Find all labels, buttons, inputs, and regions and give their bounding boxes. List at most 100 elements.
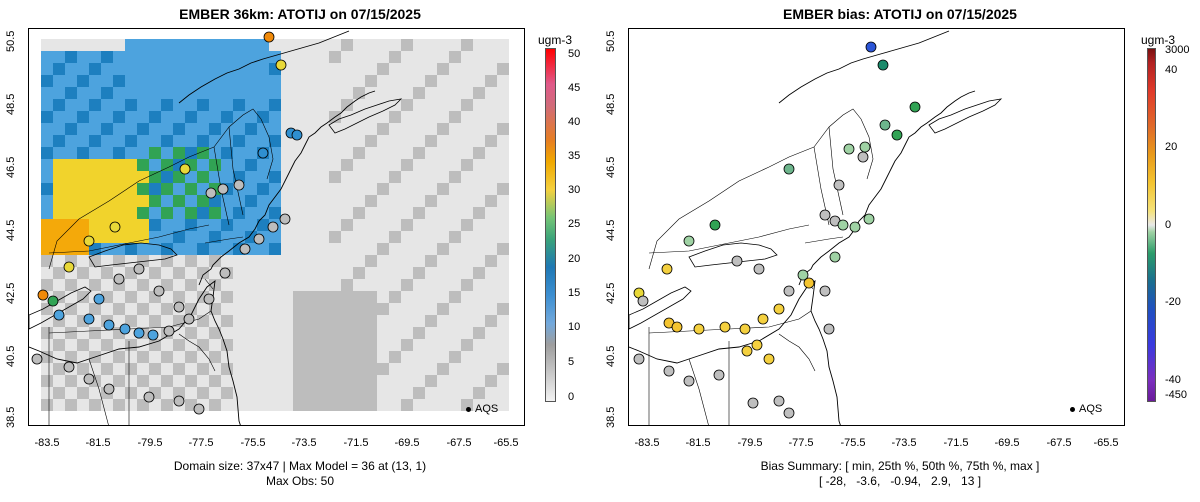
grid-cell [293, 39, 305, 51]
grid-cell [425, 159, 437, 171]
grid-cell [353, 339, 365, 351]
grid-cell [401, 267, 413, 279]
left-state-border [228, 126, 244, 216]
grid-cell [89, 207, 101, 219]
grid-cell [449, 219, 461, 231]
grid-cell [281, 147, 293, 159]
grid-cell [65, 123, 77, 135]
obs-site-marker [47, 295, 59, 307]
grid-cell [173, 279, 185, 291]
grid-cell [137, 39, 149, 51]
grid-cell [449, 399, 461, 411]
bias-site-marker [773, 395, 785, 407]
bias-site-marker [763, 353, 775, 365]
grid-cell [461, 315, 473, 327]
grid-cell [101, 159, 113, 171]
grid-cell [173, 135, 185, 147]
obs-site-marker [263, 31, 275, 43]
grid-cell [113, 243, 125, 255]
grid-cell [329, 291, 341, 303]
grid-cell [449, 39, 461, 51]
grid-cell [329, 255, 341, 267]
grid-cell [473, 231, 485, 243]
left-xtick: -75.5 [240, 437, 266, 449]
grid-cell [413, 243, 425, 255]
grid-cell [269, 387, 281, 399]
grid-cell [353, 39, 365, 51]
grid-cell [269, 123, 281, 135]
grid-cell [305, 327, 317, 339]
grid-cell [77, 111, 89, 123]
grid-cell [365, 267, 377, 279]
grid-cell [185, 267, 197, 279]
grid-cell [461, 135, 473, 147]
grid-cell [233, 171, 245, 183]
bias-site-marker [671, 321, 683, 333]
grid-cell [113, 207, 125, 219]
grid-cell [389, 207, 401, 219]
grid-cell [245, 207, 257, 219]
grid-cell [197, 63, 209, 75]
grid-cell [149, 123, 161, 135]
grid-cell [461, 363, 473, 375]
grid-cell [125, 243, 137, 255]
right-xtick: -67.5 [1046, 437, 1072, 449]
grid-cell [473, 111, 485, 123]
grid-cell [401, 231, 413, 243]
grid-cell [125, 87, 137, 99]
grid-cell [89, 51, 101, 63]
grid-cell [413, 183, 425, 195]
bias-site-marker [713, 369, 725, 381]
grid-cell [305, 339, 317, 351]
grid-cell [341, 399, 353, 411]
grid-cell [497, 351, 509, 363]
grid-cell [101, 363, 113, 375]
grid-cell [305, 63, 317, 75]
grid-cell [101, 195, 113, 207]
grid-cell [161, 387, 173, 399]
left-colorbar-tick: 45 [568, 82, 581, 94]
grid-cell [113, 111, 125, 123]
grid-cell [209, 327, 221, 339]
grid-cell [389, 75, 401, 87]
grid-cell [137, 375, 149, 387]
bias-site-marker [637, 295, 649, 307]
grid-cell [113, 147, 125, 159]
grid-cell [149, 51, 161, 63]
grid-cell [209, 399, 221, 411]
grid-cell [437, 51, 449, 63]
grid-cell [221, 303, 233, 315]
grid-cell [269, 159, 281, 171]
grid-cell [353, 375, 365, 387]
grid-cell [53, 363, 65, 375]
grid-cell [281, 183, 293, 195]
grid-cell [461, 51, 473, 63]
grid-cell [377, 135, 389, 147]
grid-cell [365, 171, 377, 183]
grid-cell [173, 51, 185, 63]
grid-cell [341, 39, 353, 51]
grid-cell [425, 351, 437, 363]
grid-cell [233, 291, 245, 303]
grid-cell [413, 51, 425, 63]
grid-cell [257, 399, 269, 411]
grid-cell [473, 147, 485, 159]
grid-cell [185, 255, 197, 267]
left-colorbar-unit: ugm-3 [538, 33, 573, 47]
grid-cell [461, 231, 473, 243]
grid-cell [389, 339, 401, 351]
grid-cell [413, 375, 425, 387]
grid-cell [41, 375, 53, 387]
bias-site-marker [865, 41, 877, 53]
grid-cell [317, 75, 329, 87]
grid-cell [317, 327, 329, 339]
grid-cell [353, 279, 365, 291]
grid-cell [449, 231, 461, 243]
grid-cell [173, 99, 185, 111]
grid-cell [269, 135, 281, 147]
grid-cell [233, 255, 245, 267]
grid-cell [113, 375, 125, 387]
grid-cell [161, 399, 173, 411]
grid-cell [497, 75, 509, 87]
grid-cell [437, 339, 449, 351]
